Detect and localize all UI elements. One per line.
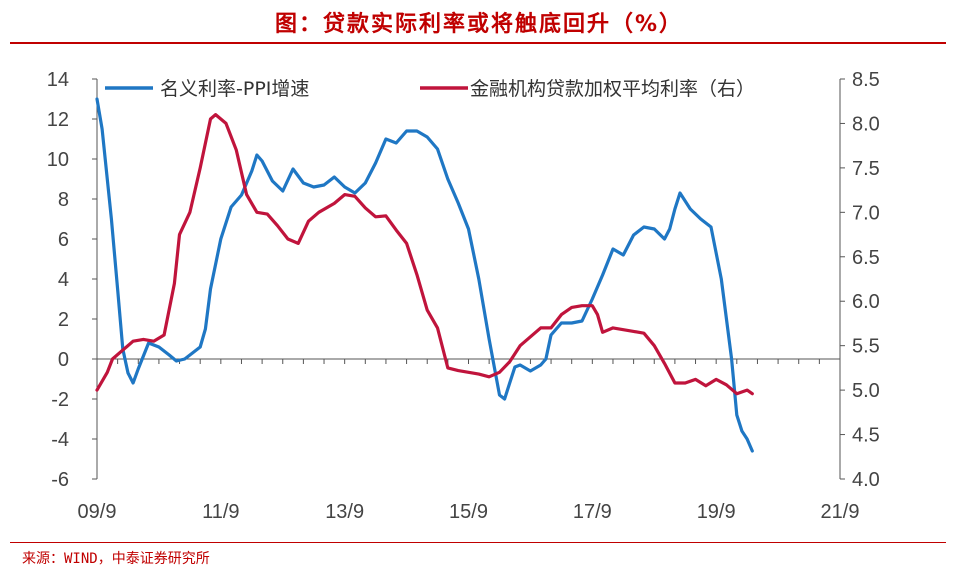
left-tick-label: 0 xyxy=(58,349,69,371)
left-tick-label: 8 xyxy=(58,189,69,211)
line-chart: 14 12 10 8 6 4 2 0 -2 -4 -6 8.5 8.0 7.5 7.0 6.5 6.0 5.5 5… xyxy=(47,69,880,523)
right-axis-ticks: 8.5 8.0 7.5 7.0 6.5 6.0 5.5 5.0 4.5 4.0 xyxy=(840,69,880,491)
left-tick-label: -6 xyxy=(51,469,69,491)
right-tick-label: 8.5 xyxy=(852,69,880,91)
x-tick-label: 19/9 xyxy=(697,501,736,523)
right-tick-label: 6.0 xyxy=(852,291,880,313)
left-tick-label: 14 xyxy=(47,69,69,91)
left-tick-label: 12 xyxy=(47,109,69,131)
x-tick-label: 09/9 xyxy=(78,501,117,523)
right-tick-label: 5.0 xyxy=(852,380,880,402)
left-tick-label: 6 xyxy=(58,229,69,251)
legend-label-2: 金融机构贷款加权平均利率（右） xyxy=(470,78,755,100)
left-tick-label: -2 xyxy=(51,389,69,411)
left-axis-ticks: 14 12 10 8 6 4 2 0 -2 -4 -6 xyxy=(47,69,97,491)
x-tick-label: 13/9 xyxy=(325,501,364,523)
legend-label-1: 名义利率-PPI增速 xyxy=(160,78,309,100)
left-tick-label: 2 xyxy=(58,309,69,331)
chart-axes xyxy=(96,79,841,479)
title-divider xyxy=(10,42,946,44)
chart-title: 图：贷款实际利率或将触底回升（%） xyxy=(274,12,684,37)
right-tick-label: 8.0 xyxy=(852,113,880,135)
right-tick-label: 4.0 xyxy=(852,469,880,491)
right-tick-label: 7.0 xyxy=(852,202,880,224)
left-tick-label: 10 xyxy=(47,149,69,171)
right-tick-label: 6.5 xyxy=(852,247,880,269)
series-loan-rate-line xyxy=(95,113,754,396)
x-tick-label: 17/9 xyxy=(573,501,612,523)
x-tick-label: 11/9 xyxy=(202,501,239,523)
source-divider xyxy=(10,542,946,543)
series-layer xyxy=(95,97,754,453)
x-tick-label: 21/9 xyxy=(821,501,860,523)
x-axis-ticks: 09/9 11/9 13/9 15/9 17/9 19/9 21/9 xyxy=(78,359,860,523)
series-real-rate-line xyxy=(95,97,754,453)
source-note: 来源：WIND，中泰证券研究所 xyxy=(22,551,210,567)
right-tick-label: 5.5 xyxy=(852,336,880,358)
right-tick-label: 7.5 xyxy=(852,158,880,180)
legend: 名义利率-PPI增速 金融机构贷款加权平均利率（右） xyxy=(105,78,755,100)
left-tick-label: -4 xyxy=(51,429,69,451)
right-tick-label: 4.5 xyxy=(852,425,880,447)
left-tick-label: 4 xyxy=(58,269,69,291)
x-tick-label: 15/9 xyxy=(449,501,488,523)
